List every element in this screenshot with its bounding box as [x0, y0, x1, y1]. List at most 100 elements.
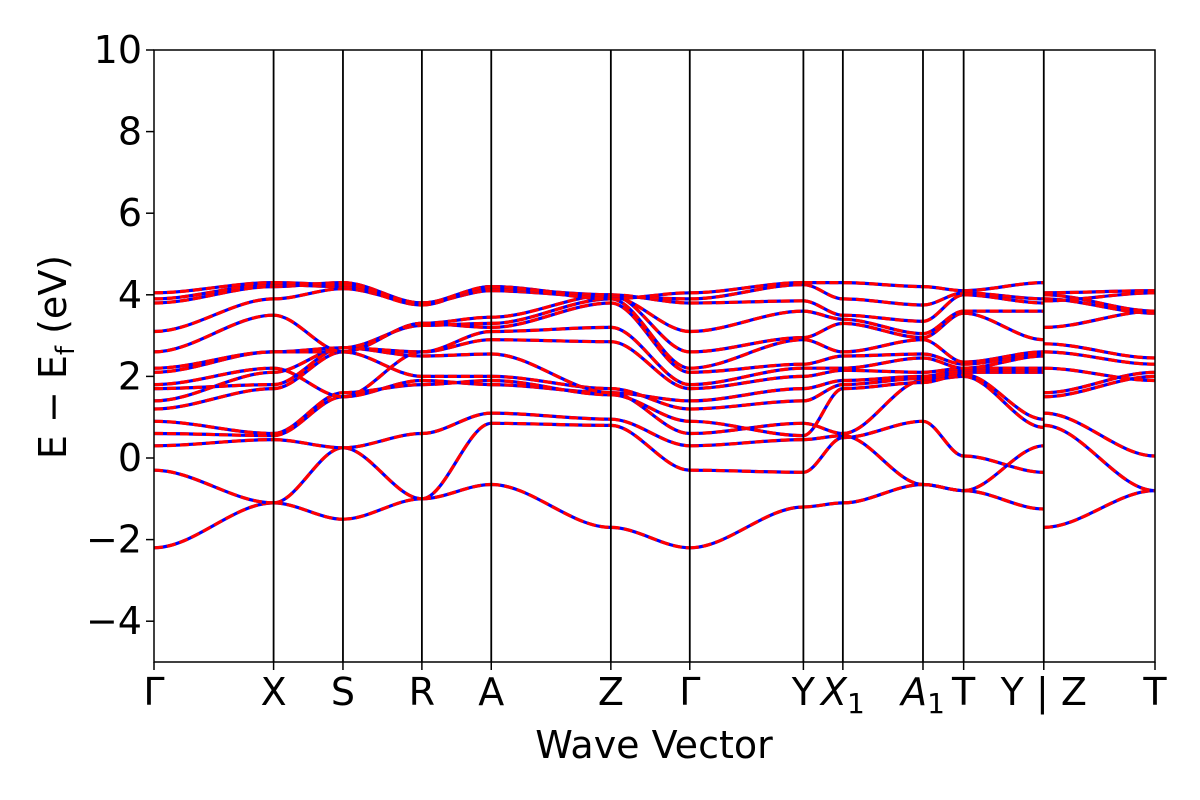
band-dash-seg7-b0 — [803, 501, 843, 509]
band-dash-seg5-b6 — [610, 391, 690, 403]
band-dash-seg5-b7 — [610, 340, 690, 391]
band-dash-seg6-b4 — [689, 419, 804, 438]
band-dash-seg7-b12 — [803, 309, 843, 321]
band-dash-seg6-b11 — [689, 336, 804, 354]
band-dash-seg8-b0 — [842, 482, 924, 505]
band-dash-seg1-b0 — [273, 501, 344, 521]
band-dash-seg3-b1 — [421, 421, 492, 501]
band-dash-seg7-b7 — [803, 368, 843, 378]
band-dash-seg9-b4 — [922, 372, 964, 385]
band-dash-seg1-b14 — [273, 283, 344, 289]
band-dash-seg0-b8 — [153, 366, 274, 387]
band-dash-seg4-b6 — [491, 352, 611, 395]
band-dash-seg0-b13 — [153, 285, 274, 305]
y-axis-label-main: E − E — [31, 355, 75, 459]
band-dash-seg6-b15 — [689, 281, 804, 295]
band-dash-seg0-b4 — [153, 419, 274, 436]
band-dash-seg10-b3 — [963, 374, 1044, 429]
band-dash-seg6-b7 — [689, 374, 804, 391]
band-dash-seg10-b4 — [963, 372, 1044, 421]
band-dash-seg9-b1 — [922, 419, 964, 458]
band-dash-seg8-b12 — [842, 317, 924, 336]
band-dash-seg0-b3 — [153, 431, 274, 438]
band-dash-seg2-b15 — [342, 283, 422, 305]
band-dash-seg11-b0 — [1043, 489, 1156, 529]
y-tick-label-2: 0 — [118, 436, 142, 480]
band-dash-seg2-b0 — [342, 497, 422, 521]
band-dash-seg9-b8 — [922, 356, 964, 370]
band-line-seg3-b2 — [421, 411, 492, 436]
band-dash-seg8-b15 — [842, 281, 924, 289]
band-line-seg4-b10 — [491, 297, 611, 325]
band-dash-seg5-b5 — [610, 387, 690, 411]
band-dash-seg2-b14 — [342, 285, 422, 307]
band-dash-seg2-b1 — [342, 446, 423, 501]
y-tick-label-6: 8 — [118, 110, 142, 154]
band-dash-seg7-b1 — [802, 436, 844, 474]
band-dash-seg7-b5 — [803, 383, 844, 403]
band-dash-seg0-b14 — [153, 283, 274, 301]
band-dash-seg4-b2 — [491, 411, 611, 421]
band-dash-seg6-b10 — [689, 338, 804, 370]
band-dash-seg4-b5 — [491, 374, 611, 391]
band-dash-seg6-b2 — [689, 438, 804, 448]
band-dash-seg1-b3 — [273, 395, 344, 438]
band-dash-seg11-b7 — [1043, 342, 1156, 360]
band-dash-seg11-b4 — [1043, 370, 1156, 395]
band-dash-seg0-b1 — [153, 468, 274, 505]
band-lines — [153, 281, 1156, 550]
x-tick-label-4: A — [478, 670, 504, 714]
band-dash-seg7-b6 — [803, 378, 843, 391]
x-tick-label-10: T — [951, 670, 976, 714]
band-dash-seg0-b12 — [153, 297, 274, 334]
band-dash-seg0-b15 — [153, 281, 274, 295]
band-dash-seg2-b4 — [342, 383, 422, 395]
band-dash-seg0-b6 — [153, 370, 274, 403]
band-line-seg4-b0 — [491, 482, 611, 529]
y-axis: −4 −2 0 2 4 6 8 10 — [86, 28, 154, 643]
band-dash-seg9-b12 — [922, 309, 964, 336]
band-dash-seg8-b13 — [842, 313, 924, 323]
band-dash-seg9-b7 — [922, 366, 964, 374]
band-dash-seg9-b13 — [922, 293, 964, 323]
band-line-seg0-b1 — [153, 468, 274, 505]
band-dash-seg1-b11 — [273, 313, 344, 354]
band-dash-seg3-b6 — [421, 352, 492, 358]
band-dash-seg6-b1 — [689, 468, 804, 474]
band-dash-seg7-b2 — [803, 434, 843, 442]
kpoint-lines — [272, 50, 1045, 662]
band-dash-seg6-b0 — [689, 505, 804, 550]
band-dash-seg0-b10 — [153, 350, 274, 370]
x-tick-label-1: X — [261, 670, 287, 714]
band-dash-seg8-b3 — [842, 378, 924, 436]
band-dash-seg5-b14 — [610, 295, 690, 301]
plot-frame — [153, 49, 1156, 663]
y-tick-label-3: 2 — [118, 354, 142, 398]
band-dash-seg8-b4 — [842, 380, 924, 391]
band-dash-seg9-b10 — [922, 338, 964, 364]
band-dash-seg1-b8 — [273, 366, 344, 399]
band-dash-seg11-b5 — [1043, 366, 1156, 383]
band-dash-seg9-b14 — [922, 291, 964, 307]
band-dash-seg10-b11 — [963, 311, 1044, 342]
band-dash-seg7-b4 — [802, 387, 844, 438]
x-tick-label-0: Γ — [143, 670, 164, 714]
band-dash-seg5-b0 — [610, 525, 690, 550]
band-dash-seg1-b4 — [273, 391, 344, 436]
band-line-seg2-b1 — [342, 446, 423, 501]
y-tick-label-7: 10 — [94, 28, 142, 72]
band-dash-seg11-b1 — [1043, 423, 1156, 493]
band-dash-seg7-b3 — [803, 421, 844, 436]
band-dash-seg7-b11 — [803, 321, 844, 340]
band-dash-seg10-b14 — [963, 291, 1044, 301]
band-dash-seg1-b12 — [273, 287, 344, 301]
band-dash-seg11-b9 — [1043, 297, 1156, 315]
band-dash-seg11-b3 — [1043, 374, 1156, 399]
band-dash-seg6-b5 — [689, 399, 804, 411]
band-dash-seg1-b15 — [273, 281, 344, 287]
band-dash-seg4-b7 — [491, 338, 611, 344]
band-dash-seg8-b14 — [842, 297, 924, 307]
band-dash-seg11-b2 — [1043, 411, 1156, 458]
x-tick-label-2: S — [331, 670, 355, 714]
